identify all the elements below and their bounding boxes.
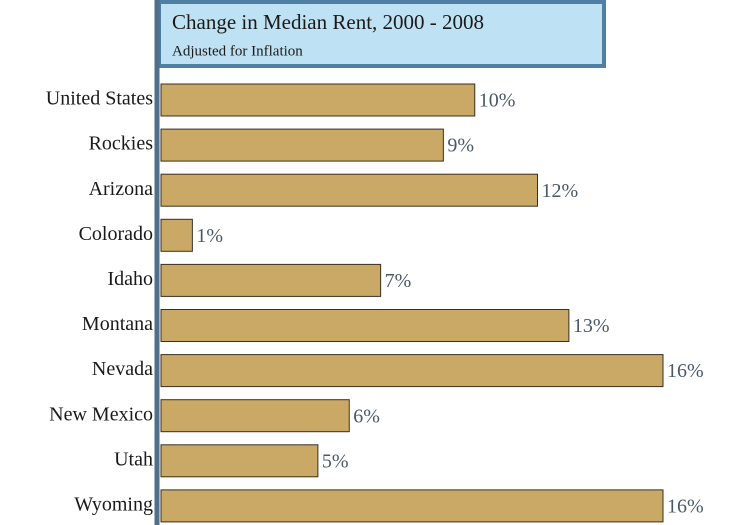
value-label: 16% [667, 495, 704, 517]
category-label: Utah [114, 448, 153, 470]
value-label: 13% [573, 315, 610, 337]
bar [160, 173, 538, 207]
bar [160, 444, 319, 478]
value-label: 9% [447, 135, 474, 157]
category-label: Wyoming [74, 493, 153, 515]
category-label: Montana [82, 313, 153, 335]
value-label: 16% [667, 360, 704, 382]
value-label: 12% [542, 180, 579, 202]
value-label: 10% [479, 90, 516, 112]
category-label: Arizona [89, 178, 154, 200]
category-label: Idaho [107, 268, 153, 290]
category-label: New Mexico [49, 403, 153, 425]
category-label: Colorado [79, 223, 153, 245]
value-label: 7% [385, 270, 412, 292]
category-label: Rockies [89, 133, 154, 155]
category-label: Nevada [92, 358, 153, 380]
bar [160, 354, 664, 388]
bar [160, 218, 193, 252]
bar [160, 399, 350, 433]
category-label: United States [46, 88, 153, 110]
chart-title: Change in Median Rent, 2000 - 2008 [172, 10, 484, 34]
value-label: 1% [196, 225, 223, 247]
chart-subtitle: Adjusted for Inflation [172, 43, 303, 59]
bar [160, 309, 570, 342]
value-label: 5% [322, 450, 349, 472]
bar [160, 263, 382, 297]
value-label: 6% [353, 405, 380, 427]
bar [160, 83, 476, 117]
bar [160, 489, 664, 523]
bar [160, 128, 444, 162]
